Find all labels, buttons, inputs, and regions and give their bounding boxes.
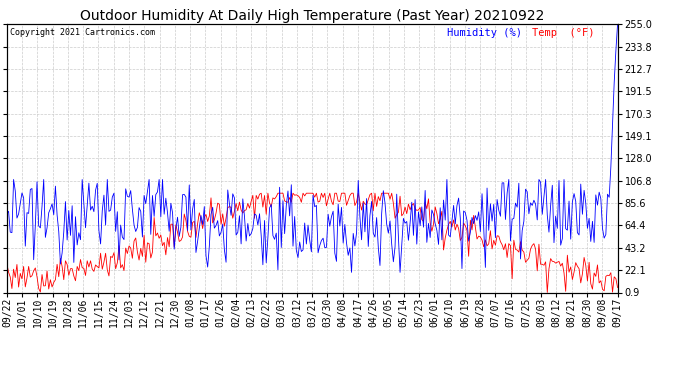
Text: Temp  (°F): Temp (°F): [532, 28, 595, 38]
Text: Humidity (%): Humidity (%): [446, 28, 522, 38]
Text: Copyright 2021 Cartronics.com: Copyright 2021 Cartronics.com: [10, 28, 155, 38]
Title: Outdoor Humidity At Daily High Temperature (Past Year) 20210922: Outdoor Humidity At Daily High Temperatu…: [80, 9, 544, 23]
